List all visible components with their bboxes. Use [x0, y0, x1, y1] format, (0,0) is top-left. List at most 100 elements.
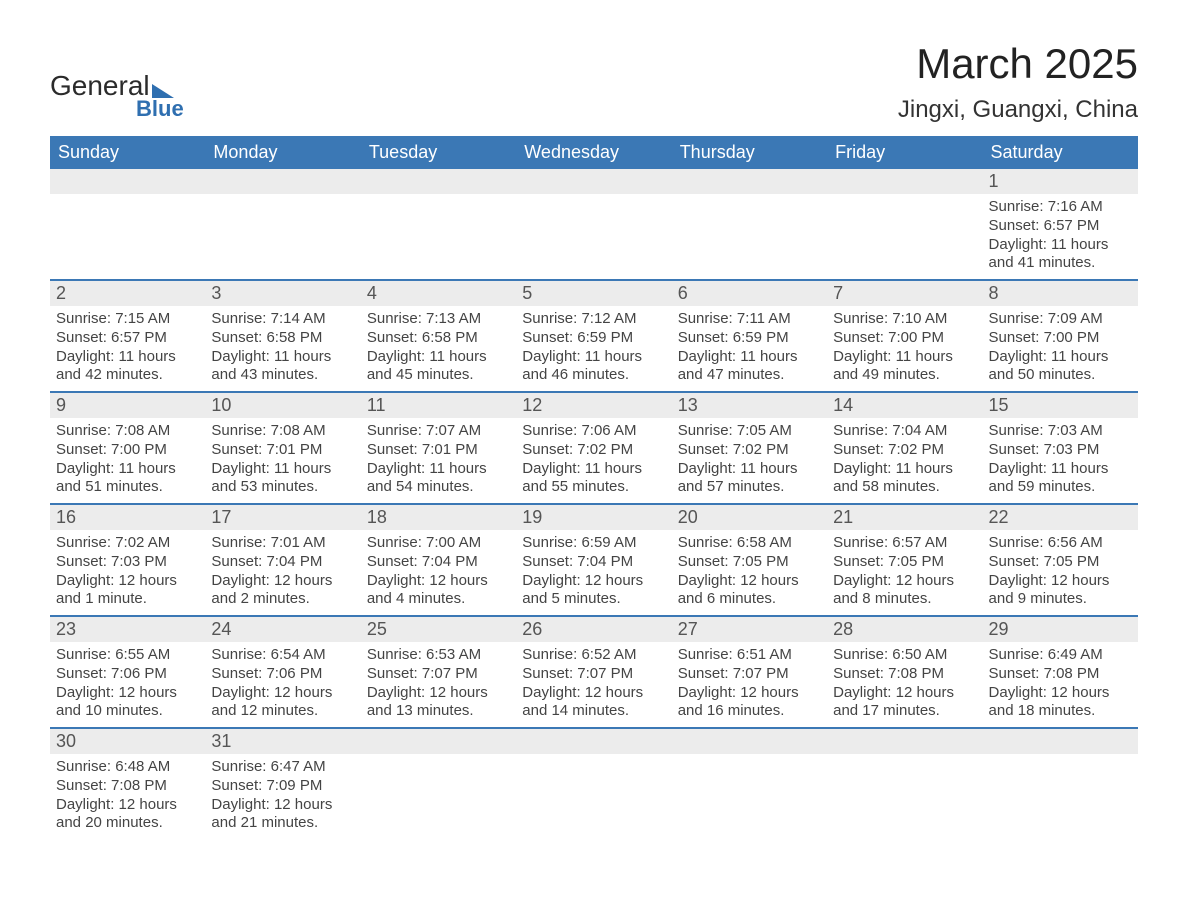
day-body: Sunrise: 6:48 AMSunset: 7:08 PMDaylight:…	[50, 754, 205, 839]
day-body: Sunrise: 7:05 AMSunset: 7:02 PMDaylight:…	[672, 418, 827, 503]
sunrise-text: Sunrise: 7:06 AM	[522, 422, 665, 441]
daylight-text-1: Daylight: 11 hours	[678, 348, 821, 367]
day-number	[361, 729, 516, 754]
daylight-text-1: Daylight: 12 hours	[56, 684, 199, 703]
sunset-text: Sunset: 7:00 PM	[989, 329, 1132, 348]
sunset-text: Sunset: 7:01 PM	[211, 441, 354, 460]
day-number: 23	[50, 617, 205, 642]
day-body: Sunrise: 7:02 AMSunset: 7:03 PMDaylight:…	[50, 530, 205, 615]
day-body	[672, 194, 827, 264]
day-cell	[672, 729, 827, 839]
sunset-text: Sunset: 7:09 PM	[211, 777, 354, 796]
daylight-text-2: and 5 minutes.	[522, 590, 665, 609]
daylight-text-2: and 18 minutes.	[989, 702, 1132, 721]
day-cell: 18Sunrise: 7:00 AMSunset: 7:04 PMDayligh…	[361, 505, 516, 615]
sunset-text: Sunset: 6:58 PM	[367, 329, 510, 348]
daylight-text-1: Daylight: 12 hours	[833, 572, 976, 591]
day-body	[516, 754, 671, 824]
day-body: Sunrise: 6:53 AMSunset: 7:07 PMDaylight:…	[361, 642, 516, 727]
day-number: 3	[205, 281, 360, 306]
day-body: Sunrise: 7:09 AMSunset: 7:00 PMDaylight:…	[983, 306, 1138, 391]
day-number	[516, 729, 671, 754]
daylight-text-1: Daylight: 12 hours	[211, 796, 354, 815]
day-cell: 26Sunrise: 6:52 AMSunset: 7:07 PMDayligh…	[516, 617, 671, 727]
daylight-text-2: and 20 minutes.	[56, 814, 199, 833]
day-body	[827, 194, 982, 264]
daylight-text-2: and 57 minutes.	[678, 478, 821, 497]
day-of-week-cell: Sunday	[50, 136, 205, 169]
sunset-text: Sunset: 6:57 PM	[56, 329, 199, 348]
day-cell	[516, 169, 671, 279]
daylight-text-2: and 6 minutes.	[678, 590, 821, 609]
sunset-text: Sunset: 7:07 PM	[522, 665, 665, 684]
daylight-text-1: Daylight: 11 hours	[989, 348, 1132, 367]
daylight-text-1: Daylight: 11 hours	[367, 460, 510, 479]
sunset-text: Sunset: 7:02 PM	[522, 441, 665, 460]
daylight-text-1: Daylight: 12 hours	[56, 796, 199, 815]
day-body: Sunrise: 7:08 AMSunset: 7:00 PMDaylight:…	[50, 418, 205, 503]
sunrise-text: Sunrise: 6:50 AM	[833, 646, 976, 665]
daylight-text-1: Daylight: 12 hours	[367, 684, 510, 703]
day-of-week-row: SundayMondayTuesdayWednesdayThursdayFrid…	[50, 136, 1138, 169]
sunset-text: Sunset: 7:08 PM	[989, 665, 1132, 684]
daylight-text-2: and 45 minutes.	[367, 366, 510, 385]
daylight-text-1: Daylight: 11 hours	[522, 460, 665, 479]
day-cell: 7Sunrise: 7:10 AMSunset: 7:00 PMDaylight…	[827, 281, 982, 391]
day-number: 5	[516, 281, 671, 306]
sunset-text: Sunset: 7:05 PM	[678, 553, 821, 572]
day-number	[361, 169, 516, 194]
day-body: Sunrise: 6:52 AMSunset: 7:07 PMDaylight:…	[516, 642, 671, 727]
sunset-text: Sunset: 7:00 PM	[56, 441, 199, 460]
daylight-text-2: and 12 minutes.	[211, 702, 354, 721]
sunset-text: Sunset: 6:58 PM	[211, 329, 354, 348]
day-cell	[205, 169, 360, 279]
month-title: March 2025	[898, 40, 1138, 88]
day-number: 8	[983, 281, 1138, 306]
day-number: 29	[983, 617, 1138, 642]
calendar: SundayMondayTuesdayWednesdayThursdayFrid…	[50, 136, 1138, 839]
sunrise-text: Sunrise: 7:11 AM	[678, 310, 821, 329]
daylight-text-2: and 13 minutes.	[367, 702, 510, 721]
day-body	[827, 754, 982, 824]
day-cell: 17Sunrise: 7:01 AMSunset: 7:04 PMDayligh…	[205, 505, 360, 615]
day-cell	[50, 169, 205, 279]
sunrise-text: Sunrise: 7:08 AM	[211, 422, 354, 441]
day-body: Sunrise: 7:15 AMSunset: 6:57 PMDaylight:…	[50, 306, 205, 391]
sunset-text: Sunset: 7:03 PM	[989, 441, 1132, 460]
day-cell	[827, 169, 982, 279]
sunrise-text: Sunrise: 7:04 AM	[833, 422, 976, 441]
day-cell: 22Sunrise: 6:56 AMSunset: 7:05 PMDayligh…	[983, 505, 1138, 615]
day-body: Sunrise: 7:07 AMSunset: 7:01 PMDaylight:…	[361, 418, 516, 503]
sunset-text: Sunset: 7:08 PM	[56, 777, 199, 796]
day-body: Sunrise: 7:14 AMSunset: 6:58 PMDaylight:…	[205, 306, 360, 391]
day-number	[516, 169, 671, 194]
day-cell: 4Sunrise: 7:13 AMSunset: 6:58 PMDaylight…	[361, 281, 516, 391]
day-number	[205, 169, 360, 194]
weeks-container: 1Sunrise: 7:16 AMSunset: 6:57 PMDaylight…	[50, 169, 1138, 839]
sunset-text: Sunset: 6:57 PM	[989, 217, 1132, 236]
daylight-text-1: Daylight: 12 hours	[989, 572, 1132, 591]
day-of-week-cell: Wednesday	[516, 136, 671, 169]
day-body: Sunrise: 6:54 AMSunset: 7:06 PMDaylight:…	[205, 642, 360, 727]
day-cell: 14Sunrise: 7:04 AMSunset: 7:02 PMDayligh…	[827, 393, 982, 503]
daylight-text-1: Daylight: 11 hours	[833, 348, 976, 367]
day-cell	[983, 729, 1138, 839]
sunset-text: Sunset: 7:03 PM	[56, 553, 199, 572]
sunrise-text: Sunrise: 7:09 AM	[989, 310, 1132, 329]
daylight-text-1: Daylight: 11 hours	[56, 460, 199, 479]
day-cell: 15Sunrise: 7:03 AMSunset: 7:03 PMDayligh…	[983, 393, 1138, 503]
sunset-text: Sunset: 7:07 PM	[367, 665, 510, 684]
day-number: 19	[516, 505, 671, 530]
sunset-text: Sunset: 7:05 PM	[989, 553, 1132, 572]
sunrise-text: Sunrise: 7:01 AM	[211, 534, 354, 553]
day-number	[827, 169, 982, 194]
daylight-text-1: Daylight: 11 hours	[989, 460, 1132, 479]
daylight-text-2: and 54 minutes.	[367, 478, 510, 497]
daylight-text-1: Daylight: 12 hours	[367, 572, 510, 591]
sunrise-text: Sunrise: 7:00 AM	[367, 534, 510, 553]
sunset-text: Sunset: 7:02 PM	[833, 441, 976, 460]
day-cell: 23Sunrise: 6:55 AMSunset: 7:06 PMDayligh…	[50, 617, 205, 727]
day-of-week-cell: Saturday	[983, 136, 1138, 169]
sunset-text: Sunset: 7:06 PM	[211, 665, 354, 684]
day-number: 15	[983, 393, 1138, 418]
